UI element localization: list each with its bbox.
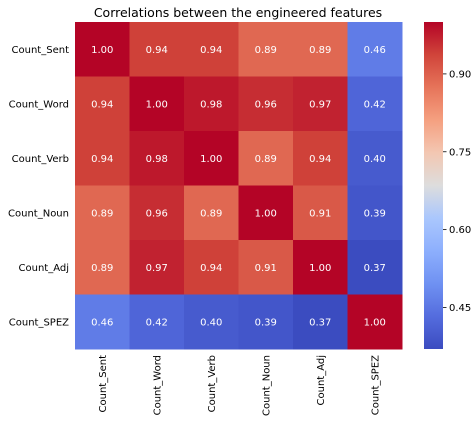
- heatmap-cell: [238, 76, 294, 132]
- cell-value-label: 0.46: [364, 45, 386, 56]
- cell-value-label: 1.00: [200, 154, 222, 165]
- x-tick-label: Count_Sent: [98, 355, 109, 413]
- cell-value-label: 0.91: [255, 263, 277, 274]
- cell-value-label: 0.37: [309, 317, 331, 328]
- cell-value-label: 0.89: [309, 45, 331, 56]
- heatmap-cell: [293, 76, 348, 132]
- cell-value-label: 0.96: [255, 99, 277, 110]
- cell-value-label: 0.89: [200, 208, 222, 219]
- y-tick-label: Count_Sent: [12, 45, 70, 56]
- heatmap-cell: [293, 22, 348, 77]
- cell-value-label: 0.89: [91, 263, 113, 274]
- heatmap-cell: [129, 76, 185, 132]
- heatmap-cell: [184, 185, 239, 241]
- heatmap-cell: [347, 22, 403, 77]
- cell-value-label: 0.98: [200, 99, 222, 110]
- heatmap-cell: [347, 76, 403, 132]
- cell-value-label: 1.00: [91, 45, 113, 56]
- cell-value-label: 1.00: [364, 317, 386, 328]
- heatmap-cell: [75, 131, 130, 186]
- x-tick-label: Count_Verb: [207, 355, 218, 412]
- y-tick-label: Count_Word: [9, 99, 69, 110]
- heatmap-cell: [184, 22, 239, 77]
- heatmap-cell: [75, 22, 130, 77]
- cell-value-label: 0.42: [364, 99, 386, 110]
- heatmap-cell: [184, 76, 239, 132]
- cell-value-label: 1.00: [255, 208, 277, 219]
- heatmap-cell: [238, 185, 294, 241]
- heatmap-cell: [184, 131, 239, 186]
- heatmap-cell: [75, 240, 130, 295]
- y-tick-label: Count_Adj: [19, 263, 70, 274]
- heatmap-cells: 1.00 0.94 0.94 0.89 0.89 0.46 0.94 1.00 0.98 0.96…: [75, 22, 403, 350]
- heatmap-cell: [347, 185, 403, 241]
- cell-value-label: 0.98: [146, 154, 168, 165]
- x-tick-label: Count_Word: [152, 355, 163, 415]
- y-tick-label: Count_Noun: [8, 208, 69, 219]
- heatmap-cell: [347, 240, 403, 295]
- colorbar-tick-label: 0.75: [449, 147, 471, 158]
- cell-value-label: 0.94: [200, 45, 222, 56]
- heatmap-cell: [347, 294, 403, 350]
- cell-value-label: 0.94: [309, 154, 331, 165]
- cell-value-label: 0.89: [255, 45, 277, 56]
- heatmap-cell: [129, 22, 185, 77]
- heatmap-cell: [293, 185, 348, 241]
- heatmap-cell: [75, 294, 130, 350]
- y-tick-label: Count_Verb: [12, 154, 69, 165]
- cell-value-label: 0.46: [91, 317, 113, 328]
- cell-value-label: 1.00: [146, 99, 168, 110]
- cell-value-label: 0.40: [364, 154, 386, 165]
- cell-value-label: 0.96: [146, 208, 168, 219]
- cell-value-label: 0.39: [255, 317, 277, 328]
- heatmap-cell: [75, 185, 130, 241]
- colorbar-scale: [424, 22, 443, 349]
- heatmap-cell: [238, 22, 294, 77]
- heatmap-cell: [75, 76, 130, 132]
- cell-value-label: 0.89: [255, 154, 277, 165]
- colorbar-tick-label: 0.45: [449, 303, 471, 314]
- cell-value-label: 0.39: [364, 208, 386, 219]
- cell-value-label: 0.94: [200, 263, 222, 274]
- cell-value-label: 0.97: [309, 99, 331, 110]
- cell-value-label: 0.91: [309, 208, 331, 219]
- heatmap-cell: [184, 240, 239, 295]
- heatmap-cell: [238, 131, 294, 186]
- cell-value-label: 1.00: [309, 263, 331, 274]
- y-tick-label: Count_SPEZ: [9, 317, 69, 328]
- colorbar: 0.45 0.60 0.75 0.90: [424, 22, 471, 349]
- chart-title: Correlations between the engineered feat…: [94, 5, 382, 20]
- x-tick-label: Count_Adj: [316, 355, 327, 406]
- cell-value-label: 0.94: [91, 99, 113, 110]
- cell-value-label: 0.37: [364, 263, 386, 274]
- heatmap-cell: [129, 131, 185, 186]
- heatmap-cell: [184, 294, 239, 350]
- heatmap-cell: [238, 294, 294, 350]
- x-tick-label: Count_SPEZ: [370, 355, 381, 415]
- heatmap-cell: [347, 131, 403, 186]
- cell-value-label: 0.97: [146, 263, 168, 274]
- heatmap-cell: [129, 294, 185, 350]
- heatmap-cell: [129, 185, 185, 241]
- heatmap-cell: [293, 131, 348, 186]
- cell-value-label: 0.42: [146, 317, 168, 328]
- x-axis-tick-labels: Count_Sent Count_Word Count_Verb Count_Noun…: [98, 355, 382, 416]
- cell-value-label: 0.40: [200, 317, 222, 328]
- heatmap-cell: [293, 294, 348, 350]
- heatmap-cell: [293, 240, 348, 295]
- colorbar-tick-label: 0.90: [449, 69, 471, 80]
- cell-value-label: 0.94: [146, 45, 168, 56]
- heatmap-cell: [238, 240, 294, 295]
- cell-value-label: 0.89: [91, 208, 113, 219]
- heatmap-cell: [129, 240, 185, 295]
- colorbar-tick-label: 0.60: [449, 225, 471, 236]
- y-axis-tick-labels: Count_Sent Count_Word Count_Verb Count_Noun…: [8, 45, 69, 329]
- cell-value-label: 0.94: [91, 154, 113, 165]
- x-tick-label: Count_Noun: [261, 355, 272, 416]
